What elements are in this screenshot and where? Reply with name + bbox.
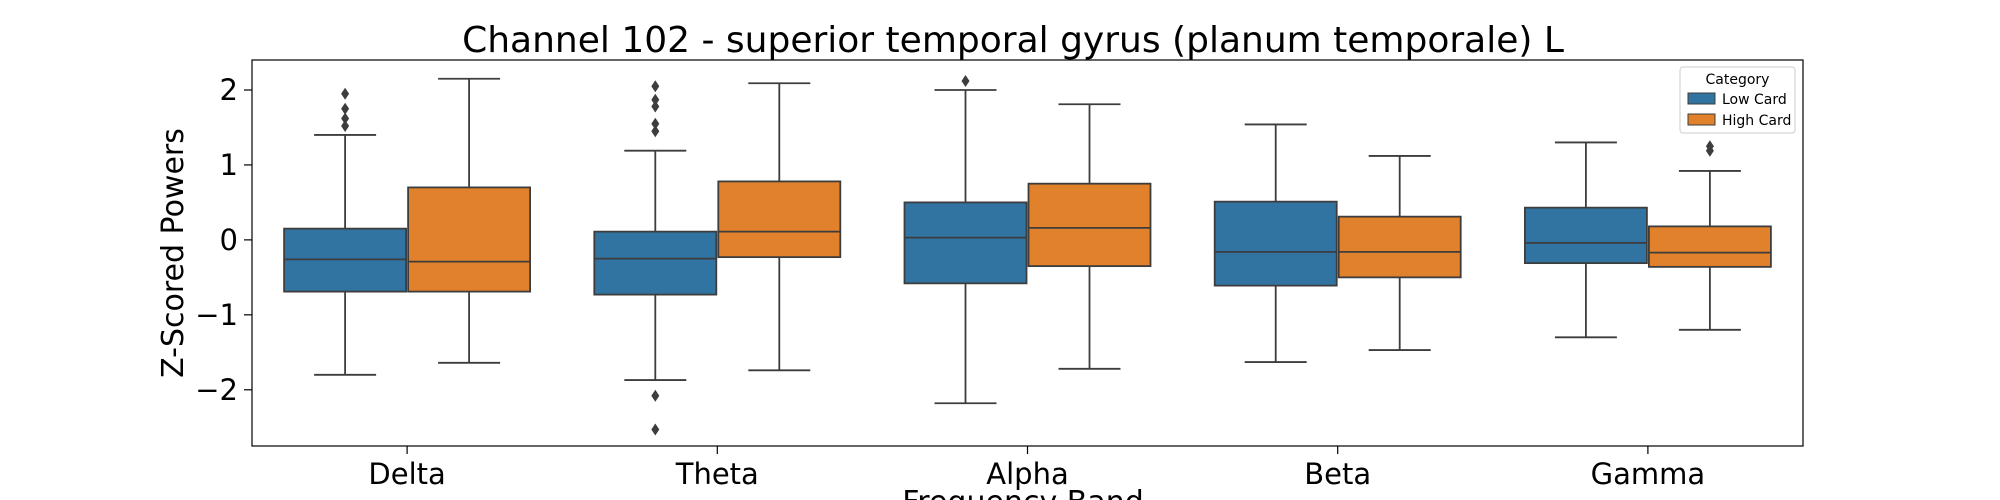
outlier-point [341,119,350,132]
iqr-box [903,201,1028,285]
outlier-point [651,423,660,436]
outlier-point [651,100,660,113]
plot-area: −2 −1 0 1 2 Delta Theta Alpha Beta Gamma [195,59,1804,491]
legend-swatch [1687,92,1716,105]
x-tick-label: Theta [675,457,759,491]
y-tick-label: 2 [220,73,238,107]
x-axis-label: Frequency Band [902,485,1144,500]
legend-label: High Card [1722,113,1791,129]
outlier-point [651,80,660,93]
outlier-point [341,112,350,125]
x-tick-label: Delta [368,457,445,491]
iqr-box [407,186,532,293]
outlier-point [341,102,350,115]
chart-title: Channel 102 - superior temporal gyrus (p… [462,20,1564,61]
y-tick-label: 1 [220,148,238,182]
outlier-point [651,125,660,138]
box-high-card-alpha [1027,103,1152,370]
iqr-box [1027,182,1152,268]
outlier-point [961,74,970,87]
box-high-card-theta [717,82,842,372]
iqr-box [1648,225,1772,268]
legend: Category Low Card High Card [1679,66,1796,134]
iqr-box [1213,200,1338,287]
x-tick-label: Beta [1304,457,1371,491]
box-high-card-beta [1337,155,1462,351]
x-tick-label: Gamma [1591,457,1706,491]
box-high-card-gamma [1648,140,1772,331]
y-tick-label: 0 [220,223,238,257]
iqr-box [1524,206,1648,265]
outlier-point [651,389,660,402]
outlier-point [341,87,350,100]
box-low-card-theta [593,80,718,436]
outlier-point [651,93,660,106]
y-tick-label: −1 [195,298,238,332]
box-high-card-delta [407,77,532,364]
x-tick-label: Alpha [986,457,1068,491]
iqr-box [593,230,718,296]
outlier-point [651,117,660,130]
box-low-card-delta [283,87,408,376]
legend-label: Low Card [1722,92,1787,108]
y-axis-label: Z-Scored Powers [156,128,191,378]
iqr-box [1337,215,1462,279]
legend-swatch [1687,113,1716,126]
box-low-card-gamma [1524,141,1648,339]
legend-title: Category [1706,72,1770,88]
box-low-card-beta [1213,123,1338,363]
box-low-card-alpha [903,74,1028,405]
iqr-box [717,180,842,259]
outlier-point [1705,144,1714,157]
y-tick-label: −2 [195,373,238,407]
